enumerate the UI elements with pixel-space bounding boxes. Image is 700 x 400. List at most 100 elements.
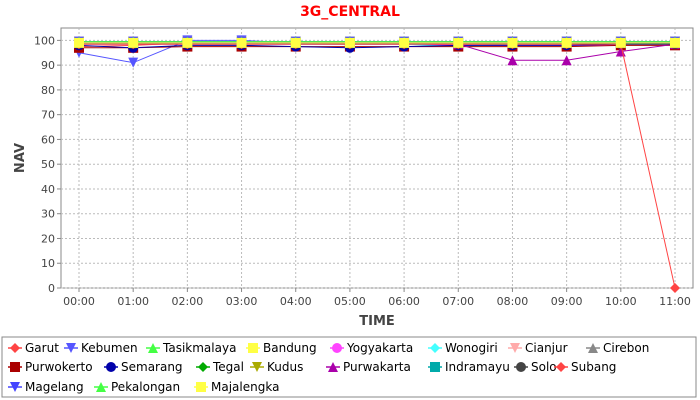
chart-title: 3G_CENTRAL: [300, 4, 400, 20]
legend-label: Solo: [531, 360, 557, 374]
legend-item-indramayu: Indramayu: [428, 360, 510, 374]
legend-marker: [148, 343, 158, 353]
y-tick-labels: 0 10 20 30 40 50 60 70 80 90 100: [34, 34, 61, 295]
legend-item-bandung: Bandung: [246, 341, 317, 355]
plot-area: [60, 27, 694, 289]
legend-label: Purwakarta: [343, 360, 411, 374]
legend-marker: [430, 362, 440, 372]
legend-label: Tasikmalaya: [162, 341, 236, 355]
legend-label: Indramayu: [445, 360, 510, 374]
x-tick-label: 04:00: [280, 295, 312, 308]
legend-label: Tegal: [212, 360, 244, 374]
legend-marker: [516, 362, 526, 372]
legend-item-subang: Subang: [554, 360, 616, 374]
legend: Garut Kebumen Tasikmalaya Bandung Yogyakarta…: [8, 341, 649, 394]
y-tick-label: 0: [48, 282, 55, 295]
legend-marker: [430, 343, 440, 353]
y-tick-label: 10: [41, 257, 55, 270]
data-point: [128, 37, 139, 48]
legend-marker: [10, 343, 20, 353]
legend-item-yogyakarta: Yogyakarta: [330, 341, 413, 355]
legend-label: Purwokerto: [25, 360, 93, 374]
x-tick-labels: 00:00 01:00 02:00 03:00 04:00 05:00 06:00 07:00…: [63, 288, 691, 308]
legend-label: Subang: [571, 360, 616, 374]
x-tick-label: 10:00: [605, 295, 637, 308]
legend-marker: [332, 343, 342, 353]
legend-item-solo: Solo: [514, 360, 557, 374]
legend-marker: [328, 362, 338, 372]
grid-lines: [61, 28, 693, 289]
legend-marker: [252, 362, 262, 372]
legend-marker: [556, 362, 566, 372]
legend-marker: [10, 382, 20, 392]
x-tick-label: 00:00: [63, 295, 95, 308]
data-point: [128, 57, 139, 68]
legend-item-purwokerto: Purwokerto: [8, 360, 93, 374]
legend-label: Pekalongan: [111, 380, 180, 394]
series-group: [74, 35, 680, 293]
x-tick-label: 06:00: [388, 295, 420, 308]
legend-marker: [66, 343, 76, 353]
data-point: [507, 55, 518, 66]
x-tick-label: 09:00: [551, 295, 583, 308]
legend-label: Garut: [25, 341, 59, 355]
data-point: [615, 37, 626, 48]
legend-marker: [106, 362, 116, 372]
legend-label: Magelang: [25, 380, 84, 394]
legend-label: Yogyakarta: [346, 341, 413, 355]
y-axis-label: NAV: [13, 143, 28, 173]
y-tick-label: 100: [34, 34, 55, 47]
legend-item-tasikmalaya: Tasikmalaya: [146, 341, 236, 355]
data-point: [399, 37, 410, 48]
legend-item-kebumen: Kebumen: [64, 341, 138, 355]
y-tick-label: 20: [41, 232, 55, 245]
x-tick-label: 08:00: [497, 295, 529, 308]
legend-marker: [198, 362, 208, 372]
y-tick-label: 70: [41, 109, 55, 122]
legend-marker: [588, 343, 598, 353]
series-line: [79, 44, 675, 49]
legend-label: Kudus: [267, 360, 303, 374]
y-tick-label: 80: [41, 84, 55, 97]
data-point: [561, 55, 572, 66]
data-point: [290, 37, 301, 48]
x-tick-label: 11:00: [659, 295, 691, 308]
legend-item-kudus: Kudus: [250, 360, 303, 374]
x-tick-label: 01:00: [117, 295, 149, 308]
legend-item-cianjur: Cianjur: [508, 341, 568, 355]
y-tick-label: 90: [41, 59, 55, 72]
legend-item-semarang: Semarang: [104, 360, 183, 374]
data-point: [561, 37, 572, 48]
legend-marker: [10, 362, 20, 372]
legend-label: Semarang: [121, 360, 183, 374]
data-point: [182, 37, 193, 48]
legend-label: Cirebon: [603, 341, 649, 355]
data-point: [344, 37, 355, 48]
data-point: [453, 37, 464, 48]
data-point: [507, 37, 518, 48]
y-tick-label: 30: [41, 208, 55, 221]
data-point: [74, 37, 84, 48]
x-axis-label: TIME: [359, 314, 395, 329]
legend-item-tegal: Tegal: [196, 360, 244, 374]
legend-marker: [196, 382, 206, 392]
data-point: [670, 37, 680, 48]
series-majalengka: [74, 37, 680, 48]
x-tick-label: 05:00: [334, 295, 366, 308]
legend-item-pekalongan: Pekalongan: [94, 380, 180, 394]
data-point: [236, 37, 247, 48]
series-line: [78, 43, 675, 49]
series-line: [79, 43, 676, 289]
legend-marker: [510, 343, 520, 353]
legend-item-majalengka: Majalengka: [194, 380, 279, 394]
legend-item-wonogiri: Wonogiri: [428, 341, 498, 355]
legend-item-magelang: Magelang: [8, 380, 84, 394]
x-tick-label: 03:00: [226, 295, 258, 308]
x-tick-label: 02:00: [172, 295, 204, 308]
legend-label: Wonogiri: [445, 341, 498, 355]
legend-item-purwakarta: Purwakarta: [326, 360, 411, 374]
legend-label: Majalengka: [211, 380, 279, 394]
legend-item-cirebon: Cirebon: [586, 341, 649, 355]
x-tick-label: 07:00: [442, 295, 474, 308]
